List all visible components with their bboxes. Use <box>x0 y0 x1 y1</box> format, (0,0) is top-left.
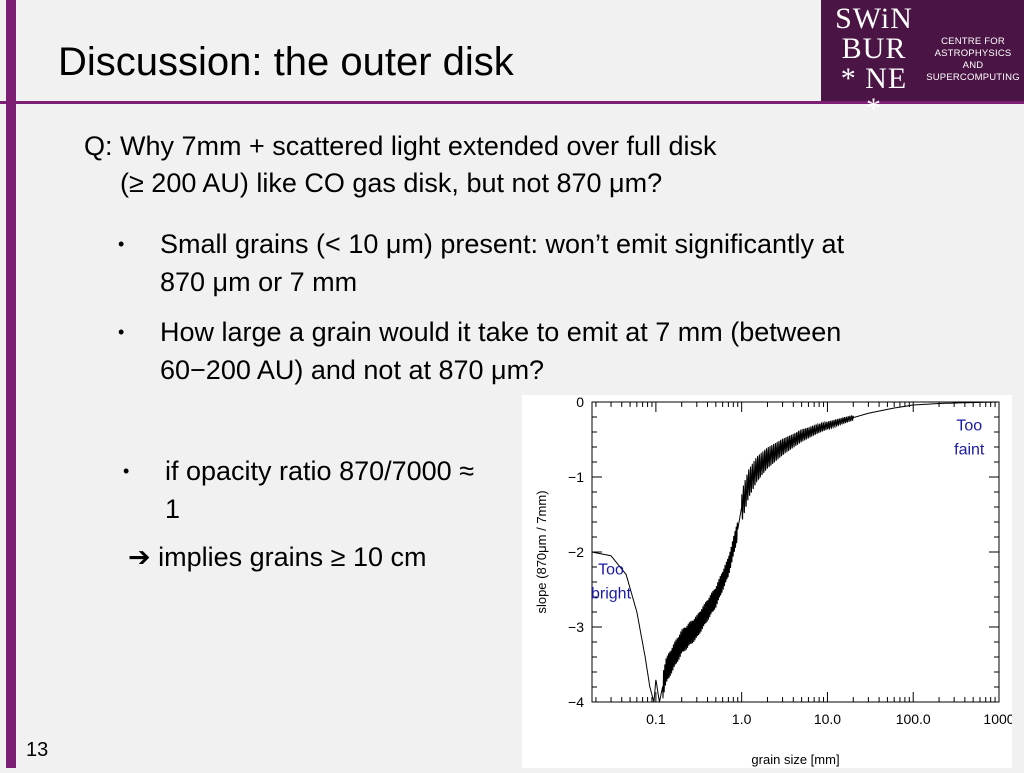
slide-title: Discussion: the outer disk <box>58 40 514 84</box>
y-tick-label: −2 <box>568 544 584 560</box>
logo-wordmark: SWiN BUR * NE * <box>835 4 913 124</box>
plot-annotation: Too bright <box>591 562 632 603</box>
bullet-item: • if opacity ratio 870/7000 ≈ 1 <box>123 452 485 528</box>
x-tick-label: 1.0 <box>732 711 752 727</box>
logo-word-line: * NE * <box>840 62 908 125</box>
slope-plot-svg: 0.1 1.0 10.0 100.0 1000 0 −1 −2 −3 −4 grain size … <box>534 394 1015 767</box>
left-accent-bar <box>6 0 16 768</box>
logo-centre-line: SUPERCOMPUTING <box>926 72 1020 83</box>
bullet-text: How large a grain would it take to emit … <box>160 317 842 385</box>
x-tick-label: 0.1 <box>646 711 666 727</box>
plot-frame <box>591 401 1000 703</box>
implies-statement: ➔ implies grains ≥ 10 cm <box>128 542 427 572</box>
bullet-item: • How large a grain would it take to emi… <box>118 313 880 389</box>
plot-annotation: Too faint <box>954 418 985 459</box>
bullet-marker: • <box>118 322 125 342</box>
bullet-marker: • <box>123 461 130 481</box>
logo-word-line: BUR <box>841 32 907 65</box>
bullet-text: Small grains (< 10 μm) present: won’t em… <box>160 229 845 297</box>
y-tick-label: −1 <box>568 469 584 485</box>
logo-centre-line: ASTROPHYSICS AND <box>934 48 1012 71</box>
page-number: 13 <box>26 739 49 761</box>
annotations: Too faint Too bright <box>591 418 985 603</box>
bullet-marker: • <box>118 234 125 254</box>
question-line-2: (≥ 200 AU) like CO gas disk, but not 870… <box>120 168 663 198</box>
x-axis-label: grain size [mm] <box>751 752 839 767</box>
title-divider <box>0 101 1024 104</box>
x-tick-label: 100.0 <box>896 711 931 727</box>
logo-word-line: SWiN <box>835 2 913 35</box>
logo-centre-line: CENTRE FOR <box>941 36 1005 47</box>
y-axis-label: slope (870μm / 7mm) <box>534 490 549 613</box>
axis-ticks: 0.1 1.0 10.0 100.0 1000 0 −1 −2 −3 −4 <box>568 394 1015 727</box>
x-tick-label: 1000 <box>983 711 1012 727</box>
question-block: Q: Why 7mm + scattered light extended ov… <box>84 128 904 202</box>
swinburne-logo: SWiN BUR * NE * CENTRE FOR ASTROPHYSICS … <box>821 0 1024 124</box>
question-line-1: Q: Why 7mm + scattered light extended ov… <box>84 131 717 161</box>
bullet-item: • Small grains (< 10 μm) present: won’t … <box>118 225 860 301</box>
y-tick-label: −3 <box>568 619 584 635</box>
bullet-text: if opacity ratio 870/7000 ≈ 1 <box>165 456 475 524</box>
y-tick-label: 0 <box>576 395 584 410</box>
x-tick-label: 10.0 <box>814 711 841 727</box>
series-line <box>591 401 999 703</box>
y-tick-label: −4 <box>568 694 584 710</box>
slope-plot: 0.1 1.0 10.0 100.0 1000 0 −1 −2 −3 −4 grain size … <box>522 394 1015 768</box>
logo-centre-text: CENTRE FOR ASTROPHYSICS AND SUPERCOMPUTI… <box>924 36 1022 84</box>
